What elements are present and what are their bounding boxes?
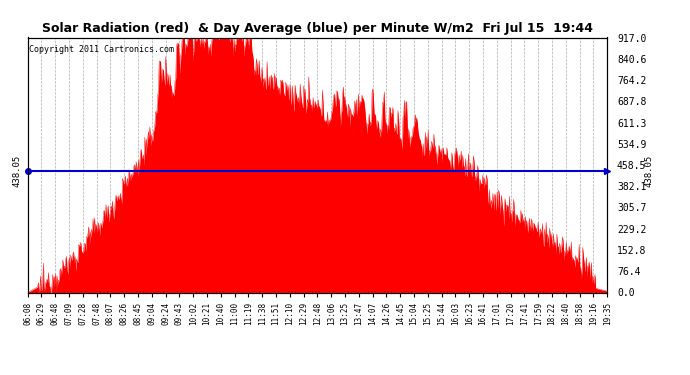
Text: 438.05: 438.05 [645,154,654,187]
Text: Copyright 2011 Cartronics.com: Copyright 2011 Cartronics.com [29,45,174,54]
Text: 438.05: 438.05 [13,154,22,187]
Title: Solar Radiation (red)  & Day Average (blue) per Minute W/m2  Fri Jul 15  19:44: Solar Radiation (red) & Day Average (blu… [42,22,593,35]
